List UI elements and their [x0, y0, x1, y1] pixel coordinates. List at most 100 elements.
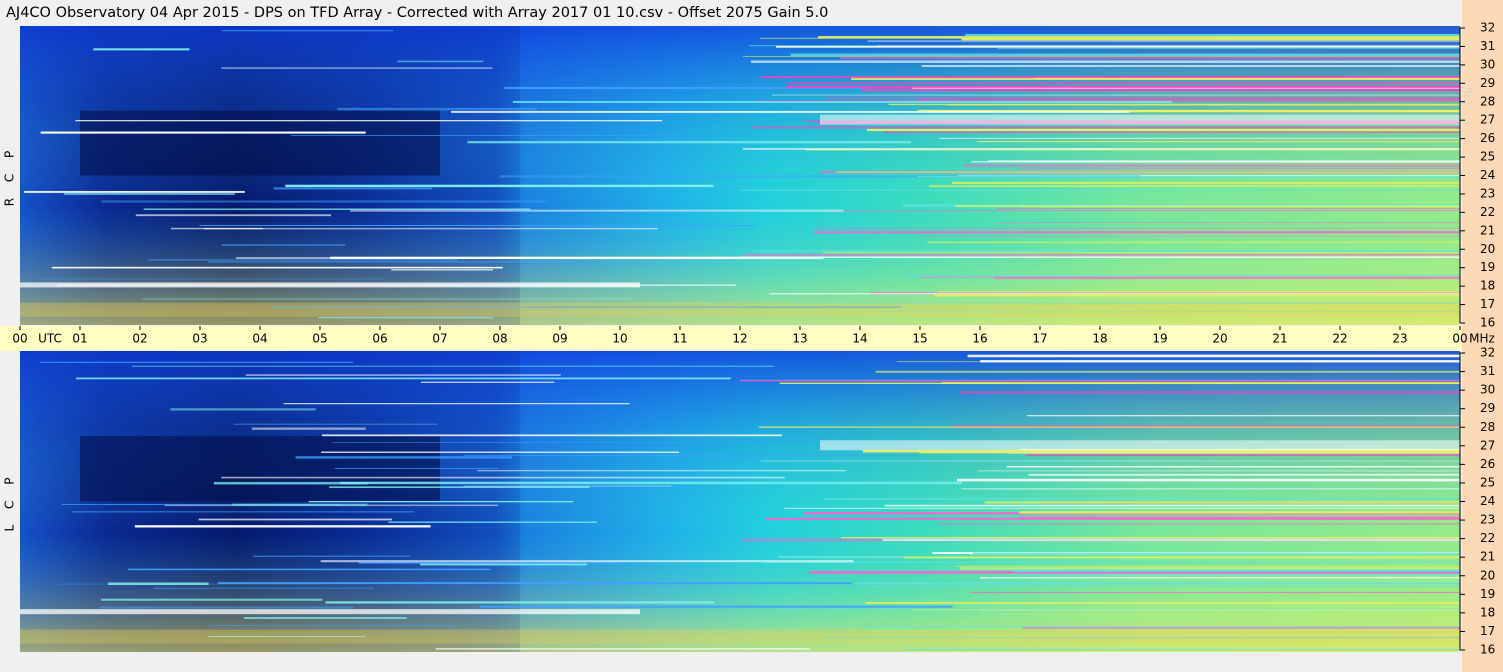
spectrogram-streak: [217, 582, 853, 585]
spectrogram-streak: [919, 452, 1460, 454]
spectrogram-streak: [789, 302, 1460, 304]
spectrogram-streak: [814, 231, 1460, 234]
y-tick-label: 23: [1480, 186, 1495, 200]
spectrogram-streak: [882, 131, 1460, 133]
spectrogram-streak: [209, 625, 455, 626]
y-tick-label: 31: [1480, 39, 1495, 53]
spectrogram-streak: [283, 403, 630, 405]
spectrogram-streak: [463, 485, 672, 487]
spectrogram-streak: [750, 126, 1460, 129]
x-tick-label: 22: [1332, 332, 1347, 346]
spectrogram-streak: [917, 109, 1460, 113]
spectrogram-streak: [784, 507, 1460, 509]
spectrogram-streak: [435, 648, 810, 650]
spectrogram-streak: [325, 601, 715, 604]
spectrogram-streak: [824, 497, 1460, 500]
y-tick-label: 27: [1480, 113, 1495, 127]
spectrogram-band: [20, 302, 1460, 317]
spectrogram-streak: [851, 77, 1460, 80]
y-tick-label: 29: [1480, 76, 1495, 90]
spectrogram-streak: [776, 46, 1460, 48]
spectrogram-streak: [921, 65, 1460, 67]
y-tick-label: 32: [1480, 346, 1495, 360]
x-tick-label: 13: [792, 332, 807, 346]
spectrogram-streak: [142, 298, 632, 300]
y-tick-label: 26: [1480, 131, 1495, 145]
y-tick-label: 25: [1480, 150, 1495, 164]
spectrogram-streak: [929, 185, 1460, 188]
spectrogram-streak: [131, 365, 775, 367]
spectrogram-streak: [100, 598, 323, 601]
spectrogram-streak: [752, 250, 1460, 252]
spectrogram-streak: [207, 261, 590, 263]
spectrogram-streak: [245, 374, 561, 376]
spectrogram-streak: [1025, 454, 1460, 456]
spectrogram-streak: [76, 377, 731, 380]
x-tick-label: 02: [132, 332, 147, 346]
y-tick-label: 32: [1480, 21, 1495, 35]
spectrogram-streak: [959, 391, 1460, 394]
spectrogram-streak: [742, 55, 1460, 57]
spectrogram-streak: [1006, 465, 1460, 468]
spectrogram-streak: [1020, 161, 1460, 163]
y-tick-label: 18: [1480, 279, 1495, 293]
spectrogram-streak: [754, 100, 1460, 102]
spectrogram-streak: [769, 293, 1460, 295]
spectrogram-streak: [253, 555, 411, 557]
spectrogram-streak: [291, 134, 679, 136]
spectrogram-streak: [814, 227, 1460, 229]
spectrogram-streak: [980, 360, 1460, 363]
spectrogram-streak: [499, 175, 1141, 178]
spectrogram-streak: [213, 481, 771, 483]
spectrogram-band: [20, 609, 640, 615]
spectrogram-streak: [882, 538, 1460, 542]
spectrogram-streak: [955, 205, 1460, 208]
y-tick-label: 22: [1480, 205, 1495, 219]
y-tick-label: 17: [1480, 297, 1495, 311]
spectrogram-streak: [751, 60, 1460, 63]
spectrogram-band: [820, 440, 1460, 451]
spectrogram-streak: [938, 291, 1460, 293]
y-tick-label: 18: [1480, 605, 1495, 619]
spectrogram-streak: [778, 608, 1460, 610]
spectrogram-streak: [939, 137, 1460, 140]
spectrogram-streak: [391, 269, 493, 271]
spectrogram-streak: [221, 244, 346, 247]
spectrogram-streak: [961, 45, 1460, 47]
spectrogram-streak: [912, 87, 1460, 89]
spectrogram-streak: [760, 460, 1460, 462]
x-tick-label: 12: [732, 332, 747, 346]
spectrogram-streak: [273, 187, 433, 190]
x-tick-label: 21: [1272, 332, 1287, 346]
y-tick-label: 17: [1480, 624, 1495, 638]
spectrogram-streak: [984, 501, 1460, 504]
spectrogram-streak: [135, 214, 332, 217]
x-tick-label: 03: [192, 332, 207, 346]
spectrogram-streak: [877, 311, 1460, 313]
spectrogram-streak: [72, 511, 415, 513]
spectrogram-streak: [869, 585, 1460, 588]
spectrogram-streak: [993, 276, 1460, 280]
x-tick-label: 09: [552, 332, 567, 346]
spectrogram-streak: [233, 423, 438, 425]
spectrogram-streak: [479, 605, 953, 608]
y-tick-label: 28: [1480, 94, 1495, 108]
spectrogram-streak: [451, 110, 1130, 113]
spectrogram-streak: [148, 258, 458, 261]
y-tick-label: 16: [1480, 643, 1495, 657]
spectrogram-streak: [143, 208, 531, 210]
x-tick-label: 00: [1452, 332, 1467, 346]
y-tick-label: 31: [1480, 364, 1495, 378]
spectrogram-streak: [970, 592, 1460, 593]
spectrogram-streak: [742, 148, 1460, 150]
spectrogram-streak: [951, 182, 1460, 184]
spectrogram-streak: [1019, 206, 1460, 208]
y-tick-label: 19: [1480, 587, 1495, 601]
spectrogram-streak: [463, 454, 922, 456]
spectrogram-streak: [208, 636, 366, 638]
spectrogram-streak: [977, 141, 1460, 143]
spectrogram-streak: [61, 504, 342, 505]
spectrogram-streak: [339, 481, 962, 485]
spectrogram-streak: [785, 85, 1460, 88]
